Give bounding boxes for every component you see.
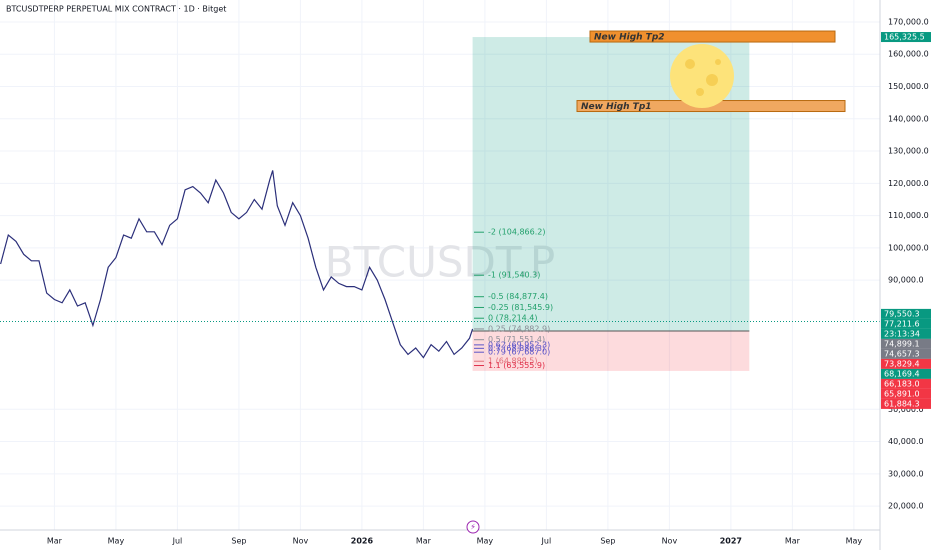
event-icon[interactable]	[466, 520, 480, 534]
price-tag	[881, 32, 931, 43]
x-tick-label: Sep	[600, 537, 615, 546]
annotation-text: New High Tp1	[581, 102, 652, 112]
annotation-text: New High Tp2	[594, 33, 665, 43]
x-tick-label: Nov	[293, 537, 309, 546]
y-tick-label: 150,000.0	[888, 82, 929, 91]
y-tick-label: 100,000.0	[888, 243, 929, 252]
y-tick-label: 30,000.0	[888, 469, 924, 478]
price-tag-label: 61,884.3	[884, 399, 920, 408]
x-tick-label: May	[108, 537, 125, 546]
fib-label: 0.7 (68,886.3)	[488, 344, 545, 353]
y-tick-label: 120,000.0	[888, 179, 929, 188]
y-tick-label: 110,000.0	[888, 211, 929, 220]
price-tag-label: 74,657.3	[884, 349, 920, 358]
fib-label: -1 (91,540.3)	[488, 271, 540, 280]
moon	[670, 44, 734, 108]
y-tick-label: 50,000.0	[888, 405, 924, 414]
fib-label: 1 (64,888.5)	[488, 357, 538, 366]
y-tick-label: 130,000.0	[888, 147, 929, 156]
countdown-label: 23:13:34	[884, 329, 920, 338]
moon-crater	[715, 59, 721, 65]
price-tag	[881, 318, 931, 329]
y-tick-label: 160,000.0	[888, 50, 929, 59]
fib-label: 1.1 (63,555.9)	[488, 361, 545, 370]
annotation-box	[589, 30, 836, 43]
fib-label: 0.62 (69,952.3)	[488, 340, 550, 349]
countdown-tag	[881, 328, 931, 339]
x-tick-label: Mar	[785, 537, 801, 546]
y-tick-label: 90,000.0	[888, 276, 924, 285]
price-tag	[881, 388, 931, 399]
price-tag	[881, 338, 931, 349]
chart-title: BTCUSDTPERP PERPETUAL MIX CONTRACT · 1D …	[6, 5, 226, 14]
price-tag	[881, 358, 931, 369]
fib-label: -0.5 (84,877.4)	[488, 292, 548, 301]
moon-crater	[685, 59, 695, 69]
price-tag-label: 77,211.6	[884, 319, 920, 328]
price-tag-label: 74,899.1	[884, 339, 920, 348]
fib-label: -0.25 (81,545.9)	[488, 303, 553, 312]
x-tick-label: Jul	[541, 537, 552, 546]
x-tick-label: Mar	[47, 537, 63, 546]
moon-crater	[706, 74, 718, 86]
y-tick-label: 140,000.0	[888, 114, 929, 123]
grid	[0, 0, 880, 530]
price-tag	[881, 348, 931, 359]
y-tick-label: 20,000.0	[888, 502, 924, 511]
y-tick-label: 170,000.0	[888, 17, 929, 26]
price-tag-label: 165,325.5	[884, 33, 925, 42]
x-tick-label: May	[477, 537, 494, 546]
price-tag-label: 66,183.0	[884, 379, 920, 388]
price-tag-label: 68,169.4	[884, 369, 920, 378]
price-tag	[881, 378, 931, 389]
x-tick-label: Jul	[172, 537, 183, 546]
price-tag-label: 73,829.4	[884, 359, 920, 368]
price-tag	[881, 398, 931, 409]
fib-label: 0.5 (71,551.4)	[488, 335, 545, 344]
price-tag-label: 79,550.3	[884, 309, 920, 318]
price-line	[0, 170, 474, 359]
x-tick-label: Nov	[662, 537, 678, 546]
watermark: BTCUSDT.P	[325, 238, 555, 287]
x-tick-label: 2026	[351, 537, 374, 546]
price-tag	[881, 368, 931, 379]
plot: New High Tp2 New High Tp1 -2 (104,866.2) -1…	[0, 30, 880, 371]
price-tag	[881, 308, 931, 319]
fib-label: -2 (104,866.2)	[488, 228, 545, 237]
fib-label: 0.79 (67,687.0)	[488, 348, 550, 357]
y-tick-label: 40,000.0	[888, 437, 924, 446]
x-tick-label: 2027	[720, 537, 742, 546]
x-tick-label: Sep	[231, 537, 246, 546]
x-tick-label: May	[846, 537, 863, 546]
event-icon-glyph: ⚡	[470, 523, 476, 532]
price-tag-label: 65,891.0	[884, 389, 920, 398]
x-tick-label: Mar	[416, 537, 432, 546]
fib-label: 0.25 (74,882.9)	[488, 324, 550, 333]
fib-label: 0 (78,214.4)	[488, 314, 538, 323]
loss-zone	[472, 331, 750, 371]
moon-crater	[696, 88, 704, 96]
